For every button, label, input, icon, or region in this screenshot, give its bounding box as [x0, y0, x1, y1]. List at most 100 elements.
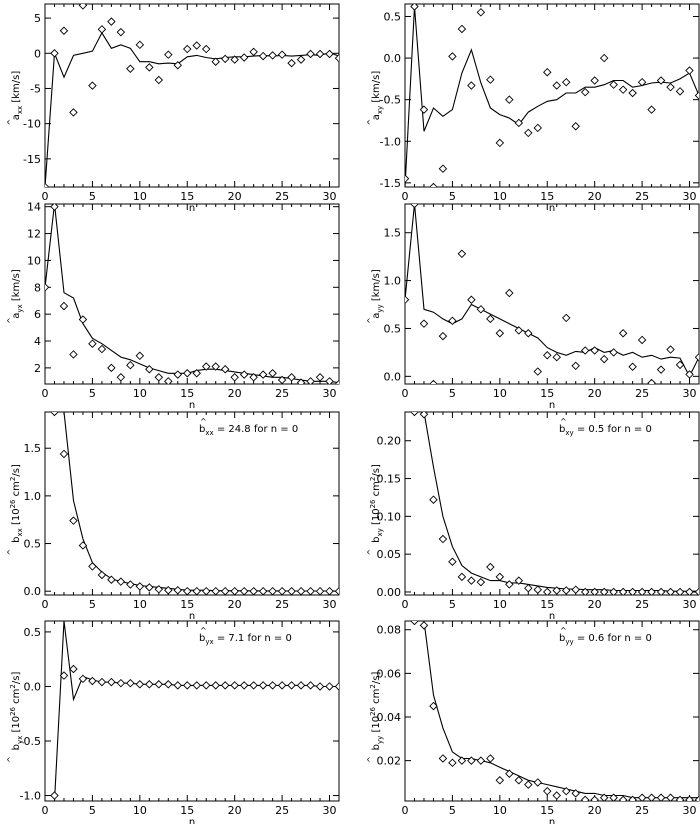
data-point: [666, 587, 675, 595]
data-point: [647, 587, 656, 595]
annotation: bxy = 0.5 for n = 0: [559, 424, 652, 437]
plot-frame: [44, 411, 340, 596]
y-tick-label: 2: [34, 362, 41, 375]
data-point: [45, 182, 50, 187]
data-point: [419, 319, 429, 328]
data-point: [552, 81, 561, 90]
data-point: [571, 789, 580, 798]
y-tick-label: 12: [27, 228, 41, 241]
y-tick-label: 0.0: [384, 52, 402, 65]
data-point: [533, 585, 543, 594]
data-point: [476, 305, 486, 314]
data-point: [258, 51, 268, 61]
data-point: [126, 678, 135, 688]
data-point: [97, 344, 107, 354]
x-tick-label: 15: [180, 190, 194, 203]
x-axis-label: n: [549, 400, 555, 411]
data-point: [580, 587, 590, 595]
data-point: [249, 47, 258, 57]
data-point: [552, 586, 561, 595]
x-tick-label: 25: [275, 598, 289, 611]
data-point: [287, 586, 296, 595]
data-point: [296, 681, 306, 690]
y-tick-label: 0.05: [377, 548, 402, 561]
data-point: [694, 795, 699, 801]
data-point: [571, 361, 580, 371]
y-axis-label: axy [km/s]: [371, 71, 384, 121]
y-axis-label: ayx [km/s]: [11, 269, 24, 319]
data-point: [315, 373, 325, 382]
data-point: [543, 587, 552, 595]
data-point: [258, 370, 268, 379]
plot-area: [405, 204, 699, 384]
data-point: [183, 586, 192, 595]
panel-4: 0 5 10 15 20 25 30 0.0 0.5 1.0 1.5 n ayy [km/s]^: [366, 203, 700, 411]
data-point: [561, 786, 571, 796]
data-point: [164, 585, 173, 595]
data-point: [334, 53, 339, 63]
plot-area: [405, 4, 699, 187]
data-point: [296, 586, 306, 595]
data-point: [419, 621, 429, 630]
x-tick-label: 30: [323, 190, 337, 203]
data-point: [637, 335, 647, 345]
x-tick-label: 20: [588, 598, 602, 611]
data-point: [154, 373, 164, 382]
x-tick-label: 25: [275, 190, 289, 203]
data-point: [126, 64, 135, 73]
data-point: [107, 17, 116, 26]
y-tick-label: -1.0: [380, 135, 401, 148]
y-tick-label: 4: [34, 335, 41, 348]
x-tick-label: 30: [323, 598, 337, 611]
y-tick-label: -10: [23, 118, 41, 131]
data-point: [599, 354, 609, 364]
x-tick-label: 10: [133, 190, 147, 203]
y-axis-hat: ^: [366, 549, 375, 556]
x-tick-label: 25: [635, 598, 649, 611]
data-point: [675, 587, 685, 595]
data-point: [315, 49, 325, 59]
data-point: [192, 41, 201, 50]
data-point: [448, 316, 457, 326]
data-point: [505, 769, 514, 778]
panel-3: 0 5 10 15 20 25 30 2 4 6 8 10 12 14 n ayx [km/s]^: [6, 201, 340, 411]
data-point: [410, 412, 419, 417]
data-point: [211, 57, 220, 66]
data-point: [50, 49, 59, 58]
data-point: [405, 174, 410, 183]
x-axis-label: n: [189, 611, 195, 622]
y-tick-label: 0.04: [377, 711, 402, 724]
data-point: [666, 82, 675, 92]
data-point: [637, 77, 647, 87]
x-tick-label: 30: [323, 387, 337, 400]
data-point: [656, 76, 666, 85]
y-axis-hat: ^: [366, 756, 375, 763]
y-tick-label: 14: [27, 201, 41, 214]
panel-7: 0 5 10 15 20 25 30 -1.0 -0.5 0.0 0.5 n byx [1026 cm2…: [6, 620, 340, 824]
data-point: [685, 66, 694, 75]
data-point: [685, 587, 694, 595]
data-point: [183, 369, 192, 378]
data-point: [192, 586, 201, 595]
data-point: [220, 586, 230, 595]
data-point: [419, 412, 429, 419]
data-point: [325, 682, 334, 691]
series-line: [405, 412, 699, 592]
data-point: [59, 26, 69, 35]
data-point: [78, 4, 88, 10]
data-point: [126, 580, 135, 589]
y-tick-label: 10: [27, 254, 41, 267]
x-tick-label: 20: [588, 804, 602, 817]
data-point: [183, 44, 192, 54]
data-point: [590, 76, 599, 85]
data-point: [514, 118, 524, 128]
data-point: [666, 345, 675, 354]
y-tick-label: 1.5: [24, 442, 42, 455]
data-point: [486, 754, 495, 763]
data-point: [571, 585, 580, 594]
data-point: [325, 377, 334, 384]
data-point: [618, 329, 628, 338]
data-point: [438, 754, 448, 763]
data-point: [230, 681, 239, 690]
